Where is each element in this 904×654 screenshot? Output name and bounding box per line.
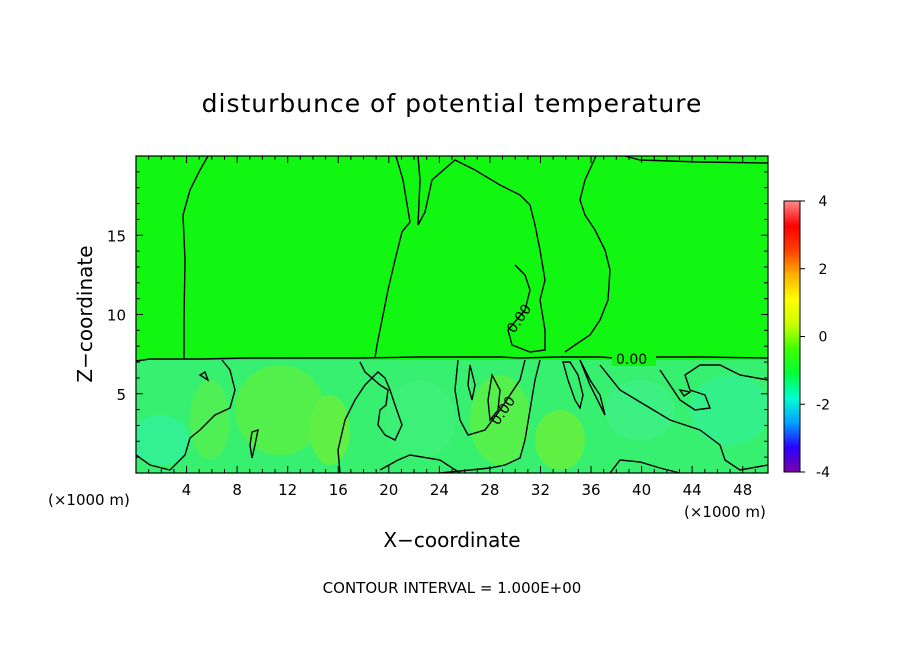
x-unit-right: (×1000 m): [684, 503, 766, 521]
x-tick-label: 28: [480, 481, 499, 499]
x-axis-title: X−coordinate: [383, 528, 520, 552]
x-tick-label: 16: [329, 481, 348, 499]
contour-plume-mid: [417, 156, 546, 353]
contour-interval-footer: CONTOUR INTERVAL = 1.000E+00: [323, 579, 582, 597]
contour-plume-right: [564, 156, 768, 353]
colorbar-tick-label: 2: [819, 262, 828, 278]
chart-title: disturbunce of potential temperature: [202, 89, 703, 118]
colorbar-tick-label: 4: [819, 194, 828, 210]
x-tick-label: 24: [430, 481, 449, 499]
contour-lower-4: [370, 371, 403, 441]
upper-field-over: [136, 156, 768, 360]
contour-lower-5: [454, 359, 526, 436]
colorbar-tick-label: 0: [819, 330, 828, 346]
contour-lower-14: [198, 370, 210, 382]
y-axis: 5 10 15: [107, 171, 768, 458]
y-tick-label: 10: [107, 307, 126, 325]
x-axis: 4 8 12 16 20 24 28 32 36 40 44 48: [148, 156, 756, 499]
y-axis-title: Z−coordinate: [73, 245, 97, 382]
contour-label-3: 0.00: [616, 352, 647, 368]
x-tick-label: 36: [581, 481, 600, 499]
x-tick-label: 32: [531, 481, 550, 499]
contour-lower-2: [249, 428, 259, 459]
contour-lower-12: [659, 364, 768, 411]
y-tick-label: 15: [107, 227, 126, 245]
lower-shading: [136, 365, 768, 470]
x-unit-left: (×1000 m): [48, 491, 130, 509]
contour-lower-15: [379, 454, 461, 473]
contour-plume-left: [182, 156, 411, 359]
contour-lower-3: [337, 361, 374, 473]
contour-lower-8: [487, 372, 501, 422]
contour-lower-11: [599, 364, 768, 471]
x-tick-label: 12: [278, 481, 297, 499]
x-tick-label: 48: [733, 481, 752, 499]
contour-lower-1: [136, 359, 236, 471]
y-tick-label: 5: [116, 386, 126, 404]
x-tick-label: 40: [632, 481, 651, 499]
contour-label-bg: [612, 348, 656, 366]
contour-lower-10: [579, 359, 606, 416]
contour-lower-9: [562, 361, 584, 410]
x-tick-label: 20: [379, 481, 398, 499]
x-tick-label: 8: [232, 481, 242, 499]
colorbar-ticks: -4 -2 0 2 4: [800, 194, 830, 481]
colorbar-tick-label: -4: [816, 465, 830, 481]
colorbar-tick-label: -2: [816, 397, 830, 413]
contour-lower-7: [467, 364, 476, 401]
colorbar: [783, 200, 801, 473]
contour-lower-13: [678, 388, 692, 397]
contour-lower-6: [439, 359, 541, 473]
plot-area: 0.00 0.00 0.00: [136, 156, 768, 473]
x-tick-label: 4: [182, 481, 192, 499]
x-tick-label: 44: [683, 481, 702, 499]
